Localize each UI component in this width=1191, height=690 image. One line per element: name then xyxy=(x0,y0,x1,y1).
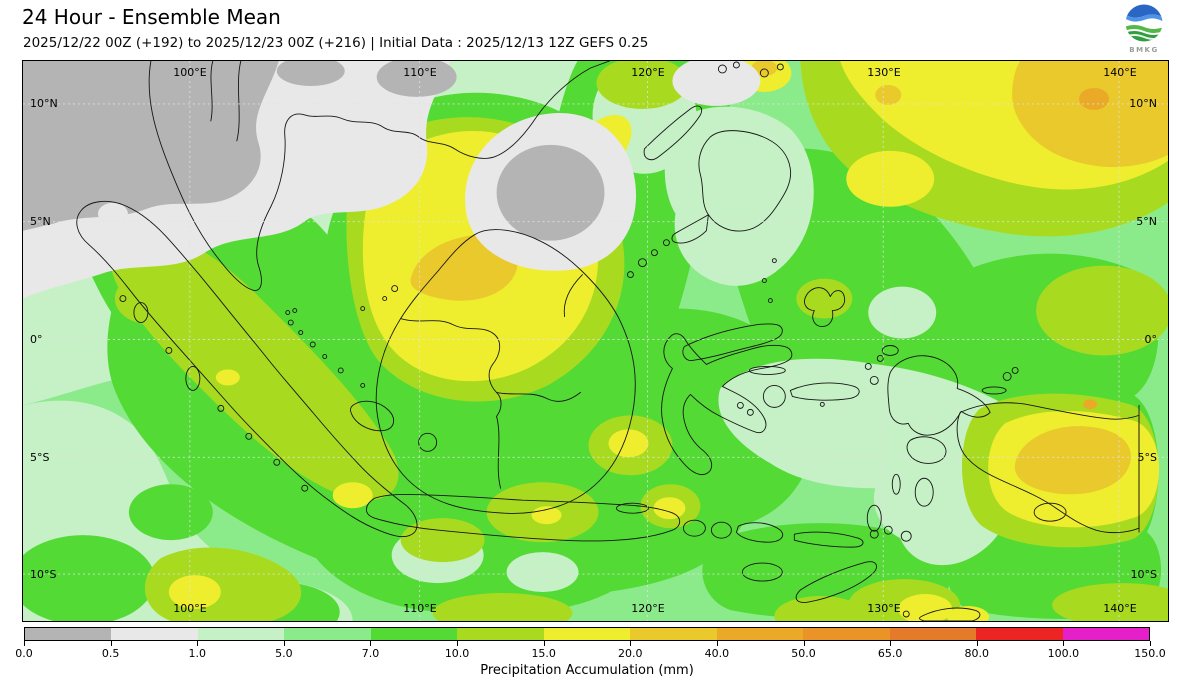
colorbar-tick-label: 50.0 xyxy=(791,647,816,660)
bmkg-logo-text: BMKG xyxy=(1129,46,1159,54)
colorbar-tick-label: 1.0 xyxy=(188,647,206,660)
colorbar-segment xyxy=(803,628,890,640)
page-subtitle: 2025/12/22 00Z (+192) to 2025/12/23 00Z … xyxy=(23,35,649,51)
colorbar-segment xyxy=(976,628,1063,640)
colorbar-tick-mark xyxy=(716,641,718,646)
colorbar-tick-mark xyxy=(976,641,978,646)
colorbar-tick-label: 20.0 xyxy=(618,647,643,660)
colorbar-tick-label: 7.0 xyxy=(361,647,380,660)
colorbar-tick-label: 5.0 xyxy=(275,647,293,660)
colorbar-segment xyxy=(543,628,631,640)
colorbar-segment xyxy=(111,628,198,640)
lon-label-top: 100°E xyxy=(173,66,207,79)
lat-label-right: 5°S xyxy=(1137,451,1157,464)
lat-label-right: 0° xyxy=(1144,333,1158,346)
colorbar-segment xyxy=(889,628,977,640)
page-title: 24 Hour - Ensemble Mean xyxy=(22,5,281,29)
lat-label-left: 10°S xyxy=(30,568,57,581)
lon-label-top: 140°E xyxy=(1103,66,1137,79)
lon-label-bottom: 120°E xyxy=(631,602,665,615)
colorbar-tick-mark xyxy=(543,641,545,646)
colorbar xyxy=(24,627,1150,641)
colorbar-tick-label: 15.0 xyxy=(531,647,556,660)
colorbar-tick-mark xyxy=(1150,641,1151,646)
lon-label-bottom: 100°E xyxy=(173,602,207,615)
colorbar-tick-label: 150.0 xyxy=(1134,647,1166,660)
lat-label-right: 10°N xyxy=(1129,97,1157,110)
colorbar-tick-mark xyxy=(197,641,199,646)
graticule xyxy=(23,61,1168,621)
colorbar-segment xyxy=(197,628,285,640)
colorbar-tick-mark xyxy=(370,641,372,646)
lon-label-bottom: 110°E xyxy=(403,602,437,615)
colorbar-tick-mark xyxy=(110,641,112,646)
precipitation-field xyxy=(23,61,1168,621)
colorbar-segment xyxy=(1062,628,1150,640)
colorbar-segment xyxy=(370,628,458,640)
colorbar-segment xyxy=(716,628,804,640)
colorbar-tick-mark xyxy=(803,641,805,646)
colorbar-tick-mark xyxy=(283,641,285,646)
lon-label-top: 110°E xyxy=(403,66,437,79)
lat-label-left: 0° xyxy=(30,333,43,346)
lon-label-bottom: 140°E xyxy=(1103,602,1137,615)
colorbar-tick-mark xyxy=(630,641,632,646)
colorbar-tick-label: 100.0 xyxy=(1047,647,1080,660)
bmkg-logo-icon xyxy=(1125,4,1163,42)
lat-label-right: 10°S xyxy=(1130,568,1157,581)
bmkg-logo: BMKG xyxy=(1122,3,1166,54)
lat-label-left: 10°N xyxy=(30,97,58,110)
precipitation-field-svg xyxy=(23,61,1168,621)
lon-label-top: 130°E xyxy=(867,66,901,79)
precipitation-map: 100°E 110°E 120°E 130°E 140°E 100°E 110°… xyxy=(22,60,1169,622)
colorbar-segment xyxy=(25,628,112,640)
lon-label-top: 120°E xyxy=(631,66,665,79)
colorbar-tick-mark xyxy=(1063,641,1065,646)
colorbar-segment xyxy=(630,628,717,640)
colorbar-tick-label: 0.5 xyxy=(101,647,120,660)
colorbar-segment xyxy=(457,628,544,640)
colorbar-label: Precipitation Accumulation (mm) xyxy=(480,663,694,678)
lat-label-left: 5°N xyxy=(30,215,51,228)
colorbar-tick-label: 10.0 xyxy=(444,647,470,660)
colorbar-tick-label: 80.0 xyxy=(964,647,990,660)
colorbar-tick-mark xyxy=(890,641,892,646)
colorbar-tick-mark xyxy=(457,641,459,646)
colorbar-tick-mark xyxy=(24,641,25,646)
lat-label-right: 5°N xyxy=(1136,215,1157,228)
coastlines xyxy=(76,61,1140,621)
colorbar-tick-label: 40.0 xyxy=(704,647,730,660)
lat-label-left: 5°S xyxy=(30,451,50,464)
colorbar-segment xyxy=(284,628,371,640)
colorbar-tick-label: 65.0 xyxy=(877,647,903,660)
lon-label-bottom: 130°E xyxy=(867,602,901,615)
colorbar-ticks: 0.0 0.5 1.0 5.0 7.0 10.0 15.0 20.0 40.0 50.0 65.0 8… xyxy=(0,641,1191,665)
colorbar-tick-label: 0.0 xyxy=(15,647,33,660)
